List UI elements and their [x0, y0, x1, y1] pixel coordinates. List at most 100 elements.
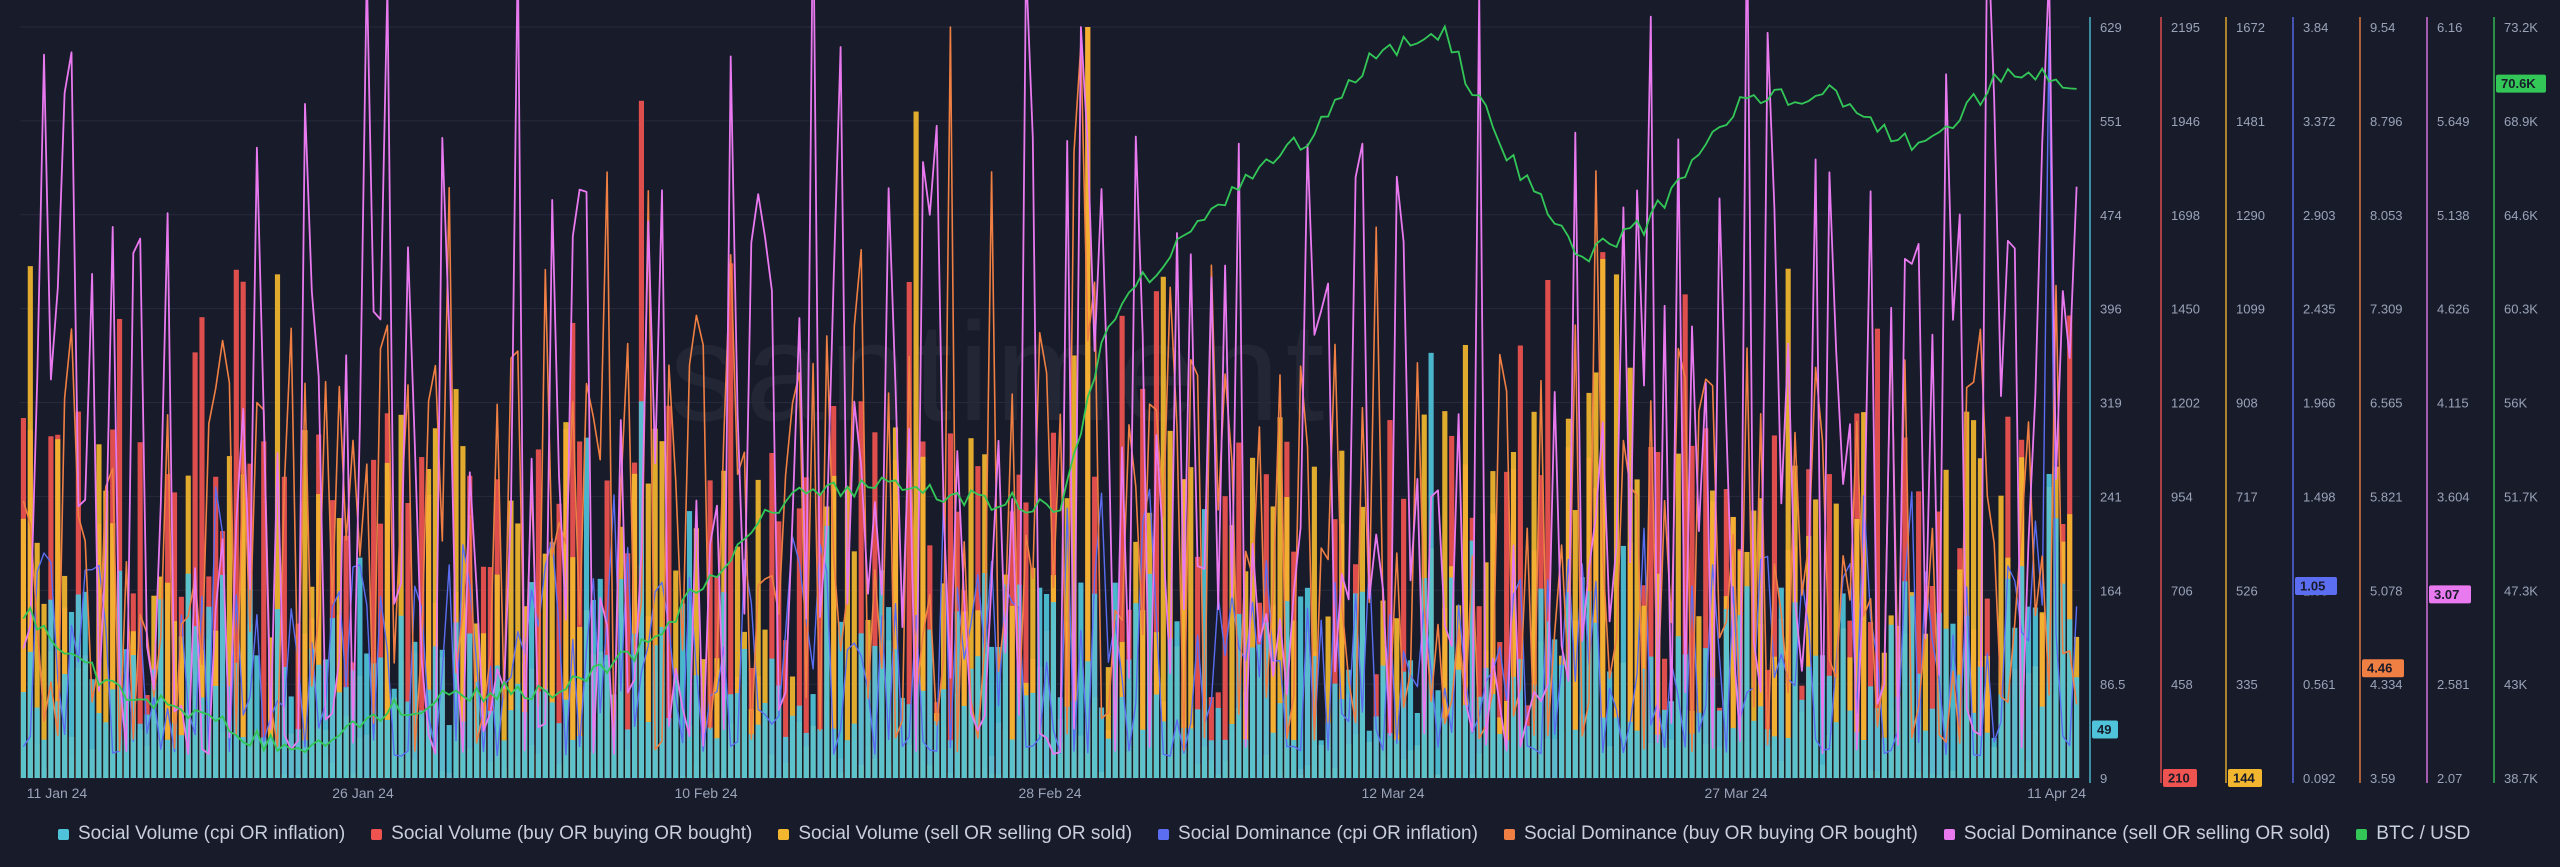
- bar-volume-buy: [377, 523, 384, 778]
- bar-volume-cpi: [1215, 707, 1221, 778]
- bar-volume-sell: [1922, 633, 1929, 778]
- bar-volume-cpi: [1655, 734, 1661, 778]
- current-value-badge-label: 1.05: [2300, 579, 2325, 594]
- bar-volume-cpi: [906, 704, 912, 778]
- bar-volume-sell: [1442, 411, 1448, 778]
- bar-volume-cpi: [1785, 737, 1791, 778]
- bar-volume-buy: [817, 492, 823, 778]
- bar-volume-cpi: [453, 622, 459, 778]
- y-tick-label: 7.309: [2370, 302, 2403, 317]
- bar-volume-sell: [1181, 479, 1187, 778]
- legend-label: Social Dominance (cpi OR inflation): [1178, 823, 1478, 844]
- bar-volume-cpi: [1984, 732, 1990, 778]
- legend-item[interactable]: Social Volume (sell OR selling OR sold): [778, 823, 1132, 845]
- y-tick-label: 5.821: [2370, 489, 2403, 504]
- bar-volume-sell: [1572, 510, 1578, 778]
- bar-volume-cpi: [1455, 669, 1462, 778]
- bar-volume-cpi: [274, 609, 281, 778]
- bar-volume-buy: [570, 322, 576, 778]
- bar-volume-sell: [1160, 276, 1166, 778]
- bar-volume-cpi: [1936, 612, 1942, 778]
- bar-volume-buy: [1916, 491, 1922, 778]
- bar-volume-cpi: [467, 633, 473, 778]
- bar-volume-sell: [1531, 411, 1537, 778]
- bar-volume-cpi: [1826, 675, 1832, 778]
- bar-volume-buy: [666, 405, 672, 778]
- bar-volume-cpi: [68, 611, 75, 778]
- bar-volume-cpi: [645, 721, 651, 778]
- bar-volume-cpi: [1407, 660, 1414, 778]
- bar-volume-cpi: [1085, 661, 1091, 778]
- bar-volume-sell: [1270, 506, 1276, 778]
- bar-volume-buy: [192, 352, 198, 778]
- legend-item[interactable]: Social Volume (buy OR buying OR bought): [371, 823, 752, 845]
- y-tick-label: 1450: [2171, 302, 2200, 317]
- bar-volume-buy: [783, 640, 789, 778]
- bar-volume-cpi: [75, 594, 81, 778]
- bar-volume-buy: [1208, 697, 1214, 778]
- legend-item[interactable]: Social Dominance (buy OR buying OR bough…: [1503, 823, 1918, 845]
- bar-volume-sell: [34, 542, 40, 778]
- bar-volume-sell: [1229, 525, 1235, 778]
- y-tick-label: 1.498: [2303, 489, 2336, 504]
- y-tick-label: 38.7K: [2504, 771, 2538, 786]
- bar-volume-sell: [577, 626, 583, 778]
- bar-volume-cpi: [783, 736, 789, 778]
- bar-volume-cpi: [240, 737, 246, 778]
- bar-volume-sell: [940, 583, 947, 778]
- y-tick-label: 954: [2171, 489, 2193, 504]
- bar-volume-sell: [41, 603, 47, 778]
- y-tick-label: 1481: [2236, 114, 2265, 129]
- legend-item[interactable]: BTC / USD: [2356, 823, 2470, 845]
- y-tick-label: 64.6K: [2504, 208, 2538, 223]
- bar-volume-cpi: [1668, 701, 1675, 778]
- y-tick-label: 1698: [2171, 208, 2200, 223]
- bar-volume-buy: [1476, 606, 1482, 778]
- bar-volume-cpi: [810, 694, 816, 778]
- bar-volume-cpi: [714, 738, 720, 778]
- x-tick-label: 11 Jan 24: [27, 785, 88, 801]
- bar-volume-cpi: [1428, 352, 1434, 778]
- bar-volume-cpi: [1799, 699, 1805, 778]
- legend-swatch: [1158, 828, 1170, 840]
- current-value-badge: 1.05: [2295, 577, 2337, 596]
- y-tick-label: 5.078: [2370, 583, 2403, 598]
- bar-volume-buy: [1545, 279, 1551, 778]
- y-tick-label: 86.5: [2100, 677, 2125, 692]
- x-tick-label: 11 Apr 24: [2027, 785, 2086, 801]
- bar-volume-sell: [384, 462, 390, 778]
- bar-volume-sell: [1325, 616, 1331, 778]
- bar-volume-sell: [96, 444, 102, 778]
- y-tick-label: 2.435: [2303, 302, 2336, 317]
- bar-volume-sell: [1462, 344, 1469, 778]
- x-tick-label: 10 Feb 24: [674, 785, 737, 801]
- bar-volume-cpi: [20, 692, 27, 778]
- bar-volume-cpi: [837, 621, 844, 778]
- legend-swatch: [371, 828, 383, 840]
- legend-item[interactable]: Social Dominance (cpi OR inflation): [1158, 823, 1478, 845]
- bar-volume-cpi: [178, 735, 184, 778]
- bar-volume-cpi: [1146, 573, 1153, 778]
- bar-volume-cpi: [439, 649, 445, 778]
- bar-volume-cpi: [391, 688, 397, 778]
- bar-volume-cpi: [1751, 720, 1757, 778]
- bar-volume-cpi: [1263, 622, 1269, 778]
- bar-volume-sell: [1311, 466, 1317, 778]
- bar-volume-sell: [1771, 656, 1778, 778]
- bar-volume-buy: [1387, 420, 1393, 778]
- y-tick-label: 164: [2100, 583, 2122, 598]
- legend-item[interactable]: Social Volume (cpi OR inflation): [58, 823, 345, 845]
- bar-volume-sell: [659, 441, 665, 778]
- bar-volume-cpi: [1613, 717, 1620, 778]
- y-tick-label: 68.9K: [2504, 114, 2538, 129]
- bar-volume-cpi: [879, 570, 885, 778]
- bar-volume-cpi: [824, 525, 830, 778]
- bar-volume-sell: [1984, 656, 1990, 778]
- legend-item[interactable]: Social Dominance (sell OR selling OR sol…: [1943, 823, 2330, 845]
- bar-volume-cpi: [927, 629, 933, 778]
- bar-volume-cpi: [1703, 648, 1709, 778]
- legend-label: Social Volume (sell OR selling OR sold): [798, 823, 1133, 844]
- current-value-badge: 70.6K: [2496, 74, 2546, 93]
- bar-volume-cpi: [1050, 602, 1057, 778]
- bar-volume-cpi: [1270, 732, 1276, 778]
